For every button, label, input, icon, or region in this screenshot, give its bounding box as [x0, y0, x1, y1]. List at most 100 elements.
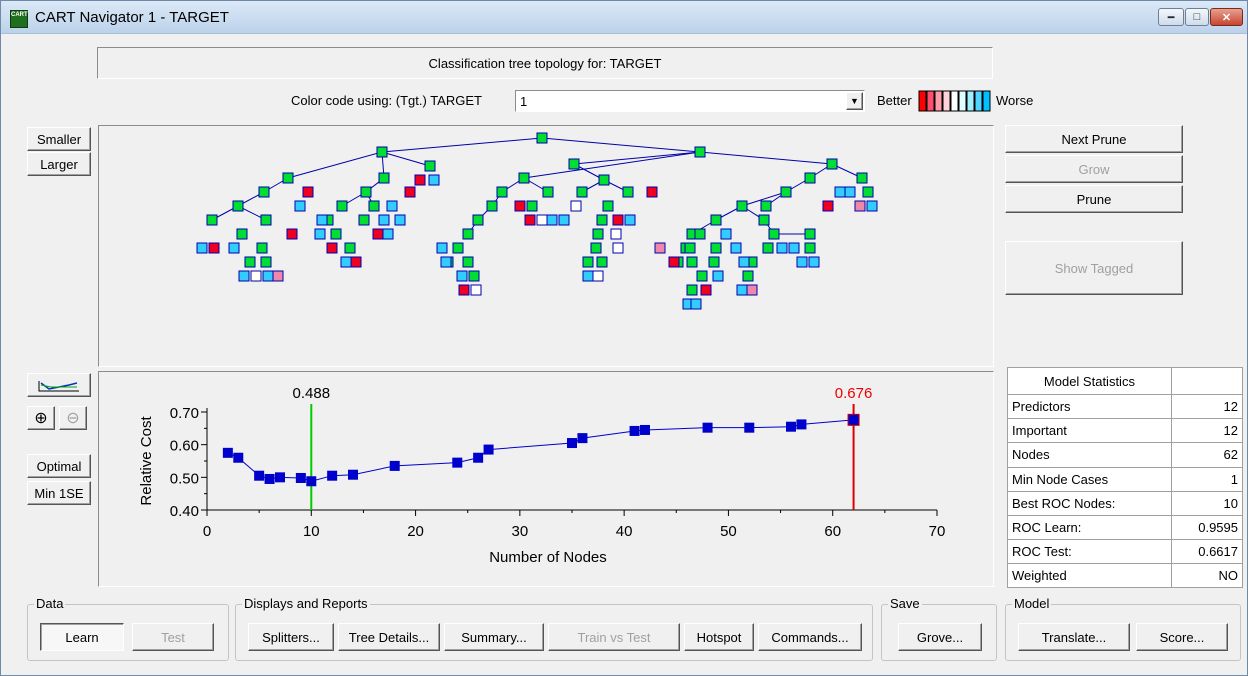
- tree-split-node[interactable]: [452, 242, 464, 254]
- tree-split-node[interactable]: [804, 228, 816, 240]
- tree-split-node[interactable]: [244, 256, 256, 268]
- larger-button[interactable]: Larger: [27, 152, 91, 176]
- tree-terminal-node[interactable]: [228, 242, 240, 254]
- tree-terminal-node[interactable]: [700, 284, 712, 296]
- title-bar[interactable]: CART CART Navigator 1 - TARGET ━ □ ✕: [1, 1, 1247, 34]
- optimal-button[interactable]: Optimal: [27, 454, 91, 478]
- tree-terminal-node[interactable]: [250, 270, 262, 282]
- tree-split-node[interactable]: [582, 256, 594, 268]
- tree-terminal-node[interactable]: [536, 214, 548, 226]
- tree-split-node[interactable]: [358, 214, 370, 226]
- zoom-in-button[interactable]: ⊕: [27, 406, 55, 430]
- tree-terminal-node[interactable]: [808, 256, 820, 268]
- data-point[interactable]: [264, 473, 275, 484]
- tree-split-node[interactable]: [336, 200, 348, 212]
- tree-split-node[interactable]: [232, 200, 244, 212]
- color-code-select[interactable]: 1 ▼: [515, 90, 865, 112]
- tree-terminal-node[interactable]: [730, 242, 742, 254]
- tree-split-node[interactable]: [330, 228, 342, 240]
- tree-terminal-node[interactable]: [736, 284, 748, 296]
- tree-split-node[interactable]: [260, 214, 272, 226]
- tree-split-node[interactable]: [462, 228, 474, 240]
- tree-terminal-node[interactable]: [262, 270, 274, 282]
- tree-split-node[interactable]: [622, 186, 634, 198]
- tree-split-node[interactable]: [758, 214, 770, 226]
- tree-split-node[interactable]: [686, 256, 698, 268]
- min-1se-button[interactable]: Min 1SE: [27, 481, 91, 505]
- tree-split-node[interactable]: [862, 186, 874, 198]
- tree-terminal-node[interactable]: [414, 174, 426, 186]
- data-point[interactable]: [796, 419, 807, 430]
- data-point[interactable]: [295, 472, 306, 483]
- tree-split-node[interactable]: [424, 160, 436, 172]
- data-point[interactable]: [222, 447, 233, 458]
- tree-terminal-node[interactable]: [458, 284, 470, 296]
- tree-terminal-node[interactable]: [386, 200, 398, 212]
- tree-terminal-node[interactable]: [720, 228, 732, 240]
- relative-cost-chart-panel[interactable]: 0 10 20 30 40 50 60 70 0.40 0.50 0.60 0.70 Number of…: [98, 371, 994, 587]
- grove-button[interactable]: Grove...: [898, 623, 982, 651]
- tree-split-node[interactable]: [462, 256, 474, 268]
- tree-split-node[interactable]: [696, 270, 708, 282]
- tree-terminal-node[interactable]: [340, 256, 352, 268]
- data-point[interactable]: [473, 452, 484, 463]
- tree-split-node[interactable]: [710, 214, 722, 226]
- tree-terminal-node[interactable]: [822, 200, 834, 212]
- tree-terminal-node[interactable]: [436, 242, 448, 254]
- learn-button[interactable]: Learn: [40, 623, 124, 651]
- tree-split-node[interactable]: [592, 228, 604, 240]
- train-vs-test-button[interactable]: Train vs Test: [548, 623, 680, 651]
- tree-split-node[interactable]: [576, 186, 588, 198]
- tree-terminal-node[interactable]: [624, 214, 636, 226]
- tree-split-node[interactable]: [468, 270, 480, 282]
- dropdown-button[interactable]: ▼: [846, 92, 863, 110]
- tree-terminal-node[interactable]: [668, 256, 680, 268]
- tree-terminal-node[interactable]: [294, 200, 306, 212]
- data-point[interactable]: [389, 460, 400, 471]
- tree-split-node[interactable]: [568, 158, 580, 170]
- tree-split-node[interactable]: [742, 270, 754, 282]
- tree-split-node[interactable]: [260, 256, 272, 268]
- next-prune-button[interactable]: Next Prune: [1005, 125, 1183, 153]
- tree-split-node[interactable]: [378, 172, 390, 184]
- tree-terminal-node[interactable]: [208, 242, 220, 254]
- tree-split-node[interactable]: [710, 242, 722, 254]
- tree-terminal-node[interactable]: [394, 214, 406, 226]
- tree-terminal-node[interactable]: [558, 214, 570, 226]
- tree-terminal-node[interactable]: [382, 228, 394, 240]
- tree-split-node[interactable]: [694, 146, 706, 158]
- tree-terminal-node[interactable]: [546, 214, 558, 226]
- tree-split-node[interactable]: [780, 186, 792, 198]
- tree-terminal-node[interactable]: [654, 242, 666, 254]
- tree-terminal-node[interactable]: [302, 186, 314, 198]
- tree-split-node[interactable]: [596, 256, 608, 268]
- grow-button[interactable]: Grow: [1005, 155, 1183, 183]
- data-point[interactable]: [483, 444, 494, 455]
- tree-terminal-node[interactable]: [570, 200, 582, 212]
- tree-split-node[interactable]: [804, 172, 816, 184]
- score-button[interactable]: Score...: [1136, 623, 1228, 651]
- tree-split-node[interactable]: [526, 200, 538, 212]
- tree-split-node[interactable]: [856, 172, 868, 184]
- tree-terminal-node[interactable]: [746, 284, 758, 296]
- tree-split-node[interactable]: [344, 242, 356, 254]
- data-point[interactable]: [744, 422, 755, 433]
- data-point[interactable]: [640, 424, 650, 435]
- close-button[interactable]: ✕: [1210, 8, 1243, 26]
- tree-terminal-node[interactable]: [612, 242, 624, 254]
- data-point[interactable]: [847, 413, 860, 426]
- data-point[interactable]: [629, 425, 640, 436]
- data-point[interactable]: [567, 438, 577, 449]
- data-point[interactable]: [275, 472, 285, 483]
- hotspot-button[interactable]: Hotspot: [684, 623, 754, 651]
- tree-split-node[interactable]: [360, 186, 372, 198]
- tree-terminal-node[interactable]: [350, 256, 362, 268]
- tree-terminal-node[interactable]: [404, 186, 416, 198]
- tree-terminal-node[interactable]: [834, 186, 846, 198]
- tree-split-node[interactable]: [472, 214, 484, 226]
- tree-split-node[interactable]: [376, 146, 388, 158]
- tree-terminal-node[interactable]: [470, 284, 482, 296]
- tree-terminal-node[interactable]: [844, 186, 856, 198]
- tree-split-node[interactable]: [542, 186, 554, 198]
- tree-split-node[interactable]: [686, 284, 698, 296]
